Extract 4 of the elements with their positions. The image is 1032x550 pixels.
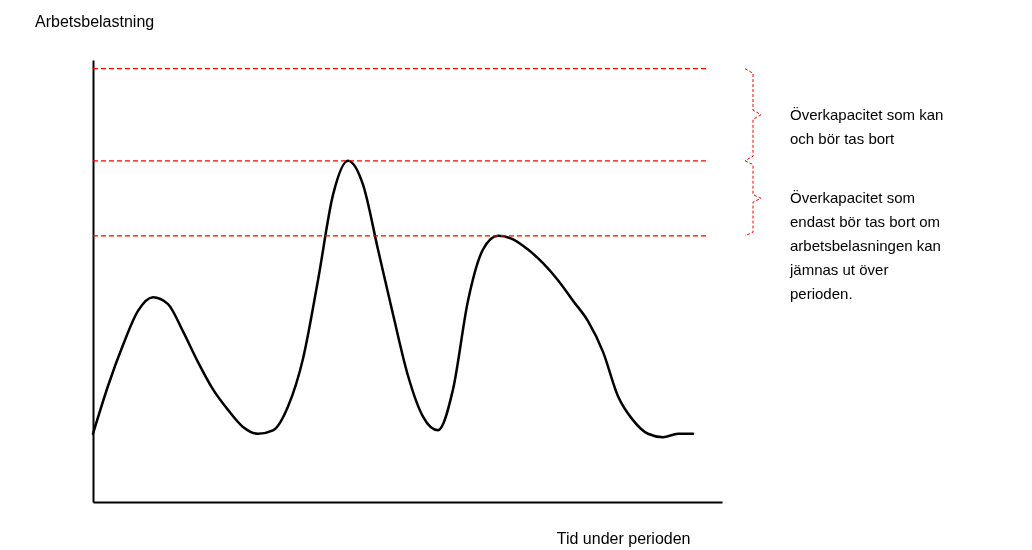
text: Överkapacitet som endast bör tas bort om arbetsbelasningen kan jämnas ut över perioden. — [789, 189, 941, 303]
text: Överkapacitet som kan och bör tas bort — [790, 105, 944, 147]
x-axis-title: Tid under perioden — [556, 529, 691, 547]
text: Arbetsbelastning — [35, 13, 155, 30]
